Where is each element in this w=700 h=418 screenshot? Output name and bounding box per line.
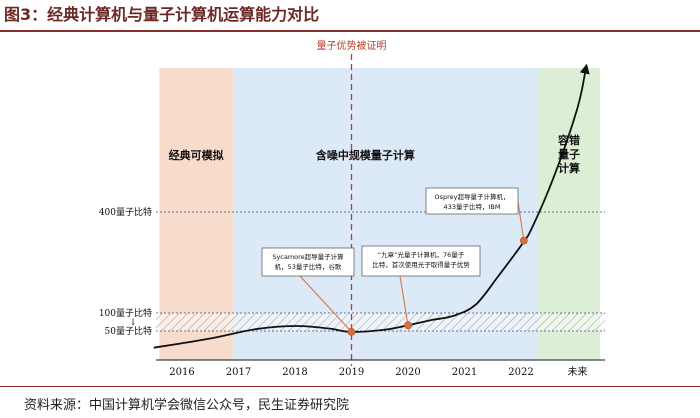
- annotation-box: [261, 247, 355, 277]
- annotation-box: [425, 187, 519, 215]
- x-tick-label: 2020: [395, 367, 420, 378]
- axes-layer: 2016 2017 2018 2019 2020 2021 2022 未来: [156, 359, 605, 378]
- zones-layer: 经典可模拟 含噪中规模量子计算 容错量子计算: [159, 68, 601, 360]
- annotation-point: [347, 327, 356, 336]
- annotation-text: 机，53量子比特，谷歌: [275, 262, 342, 271]
- y-tick-label: 100量子比特: [99, 307, 152, 319]
- y-tick-label: 400量子比特: [99, 206, 152, 218]
- annotation-leader: [299, 275, 352, 333]
- zone-label-2: 含噪中规模量子计算: [315, 148, 415, 162]
- annotation-leader: [517, 201, 525, 241]
- x-tick-label: 2021: [452, 367, 477, 378]
- advantage-marker: 量子优势被证明: [317, 39, 387, 366]
- capability-chart: 经典可模拟 含噪中规模量子计算 容错量子计算 50量子比特 100量子比特 400量子比…: [99, 39, 605, 378]
- zone-1: [159, 68, 233, 360]
- annotation-point: [404, 321, 412, 330]
- reference-lines: 50量子比特 100量子比特 400量子比特 ↓: [99, 206, 605, 337]
- zone-label-1: 经典可模拟: [169, 148, 224, 162]
- annotation-text: Osprey超导量子计算机，: [434, 192, 509, 201]
- annotation-point: [519, 236, 528, 245]
- figure-title: 图3：经典计算机与量子计算机运算能力对比: [4, 5, 320, 24]
- annotation-text: Sycamore超导量子计算: [272, 252, 344, 261]
- source-rule: [0, 386, 700, 387]
- title-rule: [0, 30, 700, 32]
- zone-3: [537, 68, 601, 360]
- source-note: 资料来源：中国计算机学会微信公众号，民生证券研究院: [24, 398, 350, 413]
- y-tick-arrow: ↓: [129, 318, 137, 328]
- annotation-leader: [399, 275, 409, 326]
- annotation-text: 比特，首次使用光子取得量子优势: [372, 260, 470, 269]
- annotation-box: [361, 245, 481, 277]
- x-tick-label: 2018: [282, 367, 307, 378]
- advantage-label: 量子优势被证明: [317, 39, 387, 52]
- y-tick-label: 50量子比特: [105, 325, 152, 337]
- annotation-text: 433量子比特，IBM: [444, 202, 501, 211]
- x-tick-label: 2017: [226, 367, 251, 378]
- zone-label-line: 容错: [557, 133, 580, 147]
- curve-layer: [153, 63, 590, 349]
- hatched-band: [156, 313, 605, 331]
- capability-curve: [153, 63, 590, 349]
- x-tick-label: 未来: [568, 366, 588, 378]
- zone-label-3: 容错量子计算: [557, 133, 580, 175]
- x-tick-label: 2022: [508, 367, 533, 378]
- zone-label-line: 计算: [558, 161, 580, 175]
- x-tick-label: 2016: [169, 367, 194, 378]
- annotation-text: “九章”光量子计算机，76量子: [378, 250, 465, 259]
- x-tick-label: 2019: [339, 367, 364, 378]
